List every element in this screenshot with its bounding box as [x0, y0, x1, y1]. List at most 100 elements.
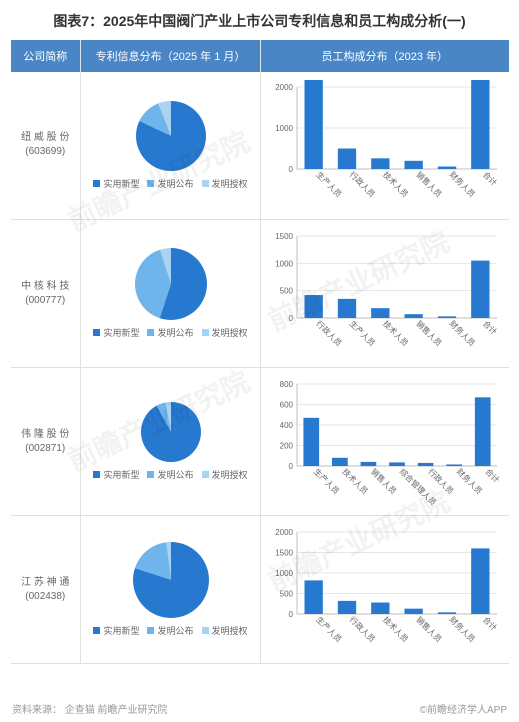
bar [471, 548, 489, 614]
bar [303, 417, 319, 465]
svg-text:行政人员: 行政人员 [314, 318, 344, 348]
company-code: (002871) [15, 442, 77, 456]
footer-copyright: ©前瞻经济学人APP [420, 701, 507, 716]
legend-item-utility: 实用新型 [93, 624, 139, 637]
svg-text:财务人员: 财务人员 [448, 614, 478, 644]
svg-text:合计: 合计 [481, 614, 499, 632]
legend-item-pub: 发明公布 [147, 177, 193, 190]
bar [305, 295, 323, 318]
svg-text:销售人员: 销售人员 [414, 170, 444, 200]
svg-text:技术人员: 技术人员 [381, 170, 411, 200]
svg-text:行政人员: 行政人员 [348, 170, 378, 200]
bar-cell: 0500100015002000生产人员行政人员技术人员销售人员财务人员合计 [261, 516, 509, 664]
svg-text:1000: 1000 [275, 124, 293, 133]
footer: 资料来源： 企查猫 前瞻产业研究院 ©前瞻经济学人APP [0, 701, 519, 716]
svg-text:800: 800 [280, 380, 294, 389]
bar [475, 397, 491, 466]
legend-item-utility: 实用新型 [93, 326, 139, 339]
svg-text:技术人员: 技术人员 [340, 466, 370, 496]
bar [332, 457, 348, 465]
bar [405, 314, 423, 318]
pie-chart [136, 101, 206, 171]
bar-cell: 050010001500行政人员生产人员技术人员销售人员财务人员合计 [261, 220, 509, 368]
svg-text:0: 0 [289, 165, 294, 174]
svg-text:销售人员: 销售人员 [369, 466, 399, 496]
bar [438, 612, 456, 614]
company-name: 中 核 科 技 [15, 280, 77, 294]
company-cell: 伟 隆 股 份 (002871) [11, 368, 81, 516]
pie-chart [133, 542, 209, 618]
svg-text:0: 0 [289, 610, 294, 619]
svg-text:生产人员: 生产人员 [348, 318, 378, 348]
table-row: 江 苏 神 通 (002438) 实用新型 发明公布 发明授权 0 500 1000… [11, 516, 509, 664]
footer-source: 资料来源： 企查猫 前瞻产业研究院 [12, 701, 168, 716]
company-code: (002438) [15, 590, 77, 604]
bar [338, 149, 356, 170]
bar-cell: 010002000生产人员行政人员技术人员销售人员财务人员合计 [261, 72, 509, 220]
pie-cell: 实用新型 发明公布 发明授权 [81, 220, 261, 368]
svg-text:财务人员: 财务人员 [455, 466, 485, 496]
header-company: 公司简称 [11, 40, 81, 72]
svg-text:0: 0 [289, 314, 294, 323]
svg-text:1500: 1500 [275, 548, 293, 557]
svg-text:500: 500 [280, 589, 294, 598]
pie-chart [141, 402, 201, 462]
svg-text:500: 500 [280, 286, 294, 295]
table-row: 伟 隆 股 份 (002871) 实用新型 发明公布 发明授权 0 200 400 6… [11, 368, 509, 516]
pie-chart [135, 248, 207, 320]
legend-item-grant: 发明授权 [202, 177, 248, 190]
pie-legend: 实用新型 发明公布 发明授权 [93, 468, 247, 481]
svg-text:合计: 合计 [483, 466, 501, 484]
svg-text:1000: 1000 [275, 569, 293, 578]
table-row: 中 核 科 技 (000777) 实用新型 发明公布 发明授权 05001000… [11, 220, 509, 368]
legend-item-utility: 实用新型 [93, 468, 139, 481]
bar [438, 316, 456, 318]
header-patent: 专利信息分布（2025 年 1 月） [81, 40, 261, 72]
bar [471, 80, 489, 169]
bar [338, 298, 356, 317]
main-table: 公司简称 专利信息分布（2025 年 1 月） 员工构成分布（2023 年） 纽… [11, 40, 509, 665]
bar [371, 308, 389, 318]
pie-cell: 实用新型 发明公布 发明授权 [81, 516, 261, 664]
legend-item-grant: 发明授权 [202, 326, 248, 339]
bar-chart: 050010001500行政人员生产人员技术人员销售人员财务人员合计 [265, 229, 501, 359]
company-code: (603699) [15, 145, 77, 159]
svg-text:生产人员: 生产人员 [314, 614, 344, 644]
bar [446, 464, 462, 466]
source-label: 资料来源： [12, 705, 62, 716]
company-cell: 江 苏 神 通 (002438) [11, 516, 81, 664]
chart-title: 图表7：2025年中国阀门产业上市公司专利信息和员工构成分析(一) [0, 0, 519, 40]
svg-text:600: 600 [280, 400, 294, 409]
svg-text:生产人员: 生产人员 [314, 170, 344, 200]
legend-item-grant: 发明授权 [202, 468, 248, 481]
page-root: 图表7：2025年中国阀门产业上市公司专利信息和员工构成分析(一) 公司简称 专… [0, 0, 519, 722]
svg-text:技术人员: 技术人员 [381, 614, 411, 644]
svg-text:行政人员: 行政人员 [348, 614, 378, 644]
bar [389, 462, 405, 466]
svg-text:行政人员: 行政人员 [426, 466, 456, 496]
bar [471, 260, 489, 317]
bar [438, 167, 456, 169]
svg-text:0: 0 [289, 462, 294, 471]
svg-text:财务人员: 财务人员 [448, 170, 478, 200]
bar [361, 461, 377, 465]
bar [371, 159, 389, 170]
svg-text:1500: 1500 [275, 232, 293, 241]
legend-item-pub: 发明公布 [147, 624, 193, 637]
legend-item-pub: 发明公布 [147, 326, 193, 339]
company-name: 江 苏 神 通 [15, 576, 77, 590]
svg-text:200: 200 [280, 441, 294, 450]
svg-text:1000: 1000 [275, 259, 293, 268]
pie-cell: 实用新型 发明公布 发明授权 [81, 368, 261, 516]
svg-text:生产人员: 生产人员 [312, 466, 342, 496]
svg-text:400: 400 [280, 421, 294, 430]
svg-text:财务人员: 财务人员 [448, 318, 478, 348]
header-row: 公司简称 专利信息分布（2025 年 1 月） 员工构成分布（2023 年） [11, 40, 509, 72]
company-name: 伟 隆 股 份 [15, 428, 77, 442]
table-row: 纽 威 股 份 (603699) 实用新型 发明公布 发明授权 01000200… [11, 72, 509, 220]
bar [305, 80, 323, 169]
bar [418, 463, 434, 466]
svg-text:技术人员: 技术人员 [381, 318, 411, 348]
svg-text:2000: 2000 [275, 528, 293, 537]
bar-chart: 0500100015002000生产人员行政人员技术人员销售人员财务人员合计 [265, 525, 501, 655]
